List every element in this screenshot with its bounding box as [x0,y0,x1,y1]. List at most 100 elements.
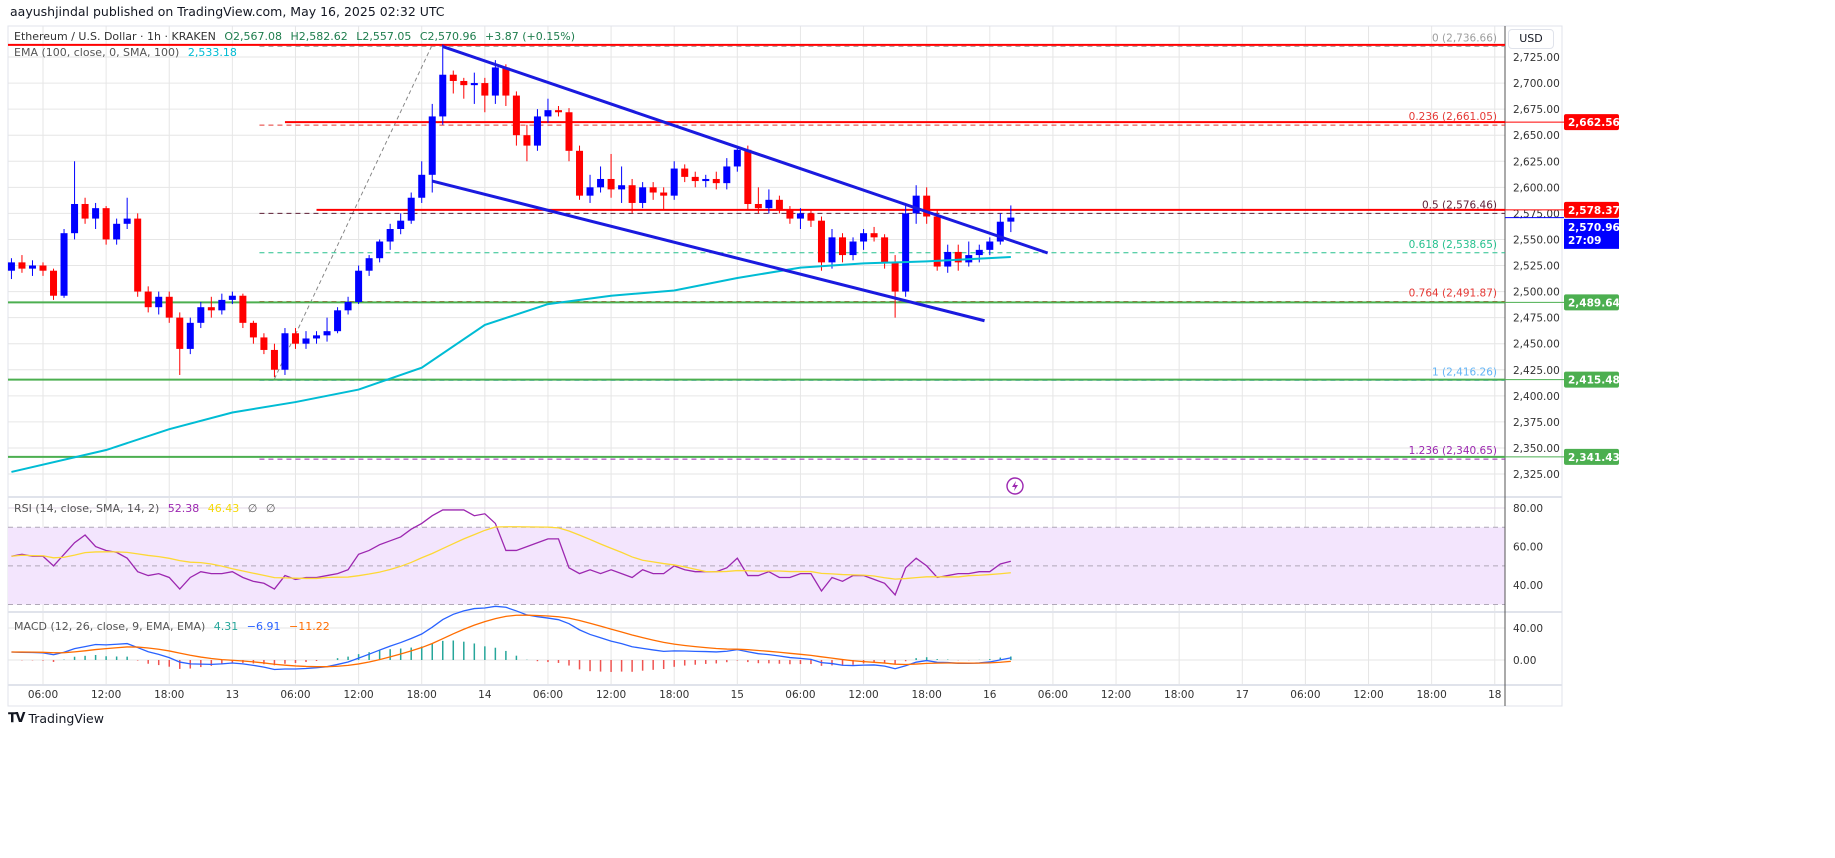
horizontal-lines [8,43,1505,460]
price-tick-label: 2,350.00 [1513,443,1560,455]
symbol-title[interactable]: Ethereum / U.S. Dollar · 1h · KRAKEN [14,30,216,43]
price-badge-label: 2,489.64 [1568,297,1620,309]
time-tick-label: 06:00 [1290,689,1320,701]
candle-body [249,322,257,338]
candle-body [681,168,689,177]
rsi-legend[interactable]: RSI (14, close, SMA, 14, 2) 52.38 46.43 … [14,502,280,515]
candle-body [197,307,205,323]
candle-body [597,178,605,188]
candle-body [607,178,615,190]
main-legend: Ethereum / U.S. Dollar · 1h · KRAKEN O2,… [14,30,580,43]
candle-body [954,251,962,263]
candle-body [512,95,520,136]
candle-body [50,270,58,296]
candle-body [712,178,720,184]
rsi-tick-label: 60.00 [1513,542,1543,554]
fib-level-label: 0 (2,736.66) [1432,32,1497,44]
time-tick-label: 18:00 [407,689,437,701]
price-tick-label: 2,375.00 [1513,417,1560,429]
time-tick-label: 12:00 [91,689,121,701]
candle-body [28,265,36,269]
time-tick-label: 06:00 [280,689,310,701]
tradingview-logo[interactable]: 𝐓V TradingView [8,711,104,726]
candle-body [870,233,878,238]
fib-level-label: 0.5 (2,576.46) [1422,199,1497,211]
rsi-line [11,509,1011,597]
macd-signal-value: −11.22 [289,620,330,633]
candle-body [7,262,15,271]
axes: 2,725.00 2,700.00 2,675.00 2,650.00 2,625.00… [28,52,1620,701]
price-badge-label: 2,662.56 [1568,117,1620,129]
price-tick-label: 2,675.00 [1513,104,1560,116]
candle-body [460,80,468,86]
candle-body [523,135,531,146]
price-tick-label: 2,725.00 [1513,52,1560,64]
channel-trendline [442,45,1049,255]
macd-label: MACD (12, 26, close, 9, EMA, EMA) [14,620,206,633]
fib-labels: 0 (2,736.66) 0.236 (2,661.05) 0.5 (2,576.4… [1409,32,1497,457]
rsi-extra-1: ∅ [247,502,258,515]
candle-body [165,296,173,318]
candle-body [660,192,668,196]
rsi-label: RSI (14, close, SMA, 14, 2) [14,502,160,515]
candle-body [881,237,889,263]
price-badge [1564,201,1619,218]
rsi-extra-2: ∅ [265,502,276,515]
price-tick-label: 2,450.00 [1513,339,1560,351]
candle-body [81,203,89,219]
candle-body [71,203,79,234]
candle-body [670,168,678,196]
close-value: C2,570.96 [419,30,477,43]
time-tick-label: 06:00 [533,689,563,701]
macd-tick-label: 40.00 [1513,623,1543,635]
fib-level-label: 0.618 (2,538.65) [1409,239,1497,251]
low-value: L2,557.05 [356,30,412,43]
candle-body [470,83,478,86]
candle-body [839,237,847,256]
candle-body [270,349,278,370]
candle-body [849,241,857,256]
fib-level-label: 1 (2,416.26) [1432,366,1497,378]
ema-legend[interactable]: EMA (100, close, 0, SMA, 100) 2,533.18 [14,46,242,59]
candle-body [113,223,121,240]
price-tick-label: 2,525.00 [1513,261,1560,273]
candle-body [376,241,384,259]
rsi-value: 52.38 [167,502,200,515]
candle-body [439,74,447,117]
candle-body [92,208,100,219]
high-value: H2,582.62 [290,30,348,43]
candle-body [554,110,562,113]
candle-body [765,199,773,209]
indicator-lines [11,45,1049,672]
price-tick-label: 2,600.00 [1513,182,1560,194]
candle-body [723,166,731,184]
macd-legend[interactable]: MACD (12, 26, close, 9, EMA, EMA) 4.31 −… [14,620,335,633]
candle-body [975,249,983,256]
candle-body [923,195,931,217]
rsi-tick-label: 80.00 [1513,503,1543,515]
candle-body [291,333,299,344]
currency-button[interactable]: USD [1508,29,1554,49]
candle-body [986,241,994,250]
candle-body [586,187,594,196]
candle-body [996,221,1004,242]
candle-body [775,199,783,211]
macd-line [11,605,1011,671]
time-tick-label: 13 [226,689,239,701]
candle-body [796,213,804,219]
lightning-icon[interactable] [1006,477,1024,495]
candle-body [239,295,247,323]
time-tick-label: 15 [731,689,744,701]
price-tick-label: 2,625.00 [1513,156,1560,168]
fib-level-label: 1.236 (2,340.65) [1409,445,1497,457]
candle-body [754,203,762,209]
candle-body [323,331,331,336]
candle-body [334,310,342,332]
candle-body [639,187,647,203]
candle-body [386,229,394,242]
candle-body [176,317,184,349]
price-tick-label: 2,400.00 [1513,391,1560,403]
candle-body [260,337,268,350]
time-tick-label: 16 [983,689,997,701]
